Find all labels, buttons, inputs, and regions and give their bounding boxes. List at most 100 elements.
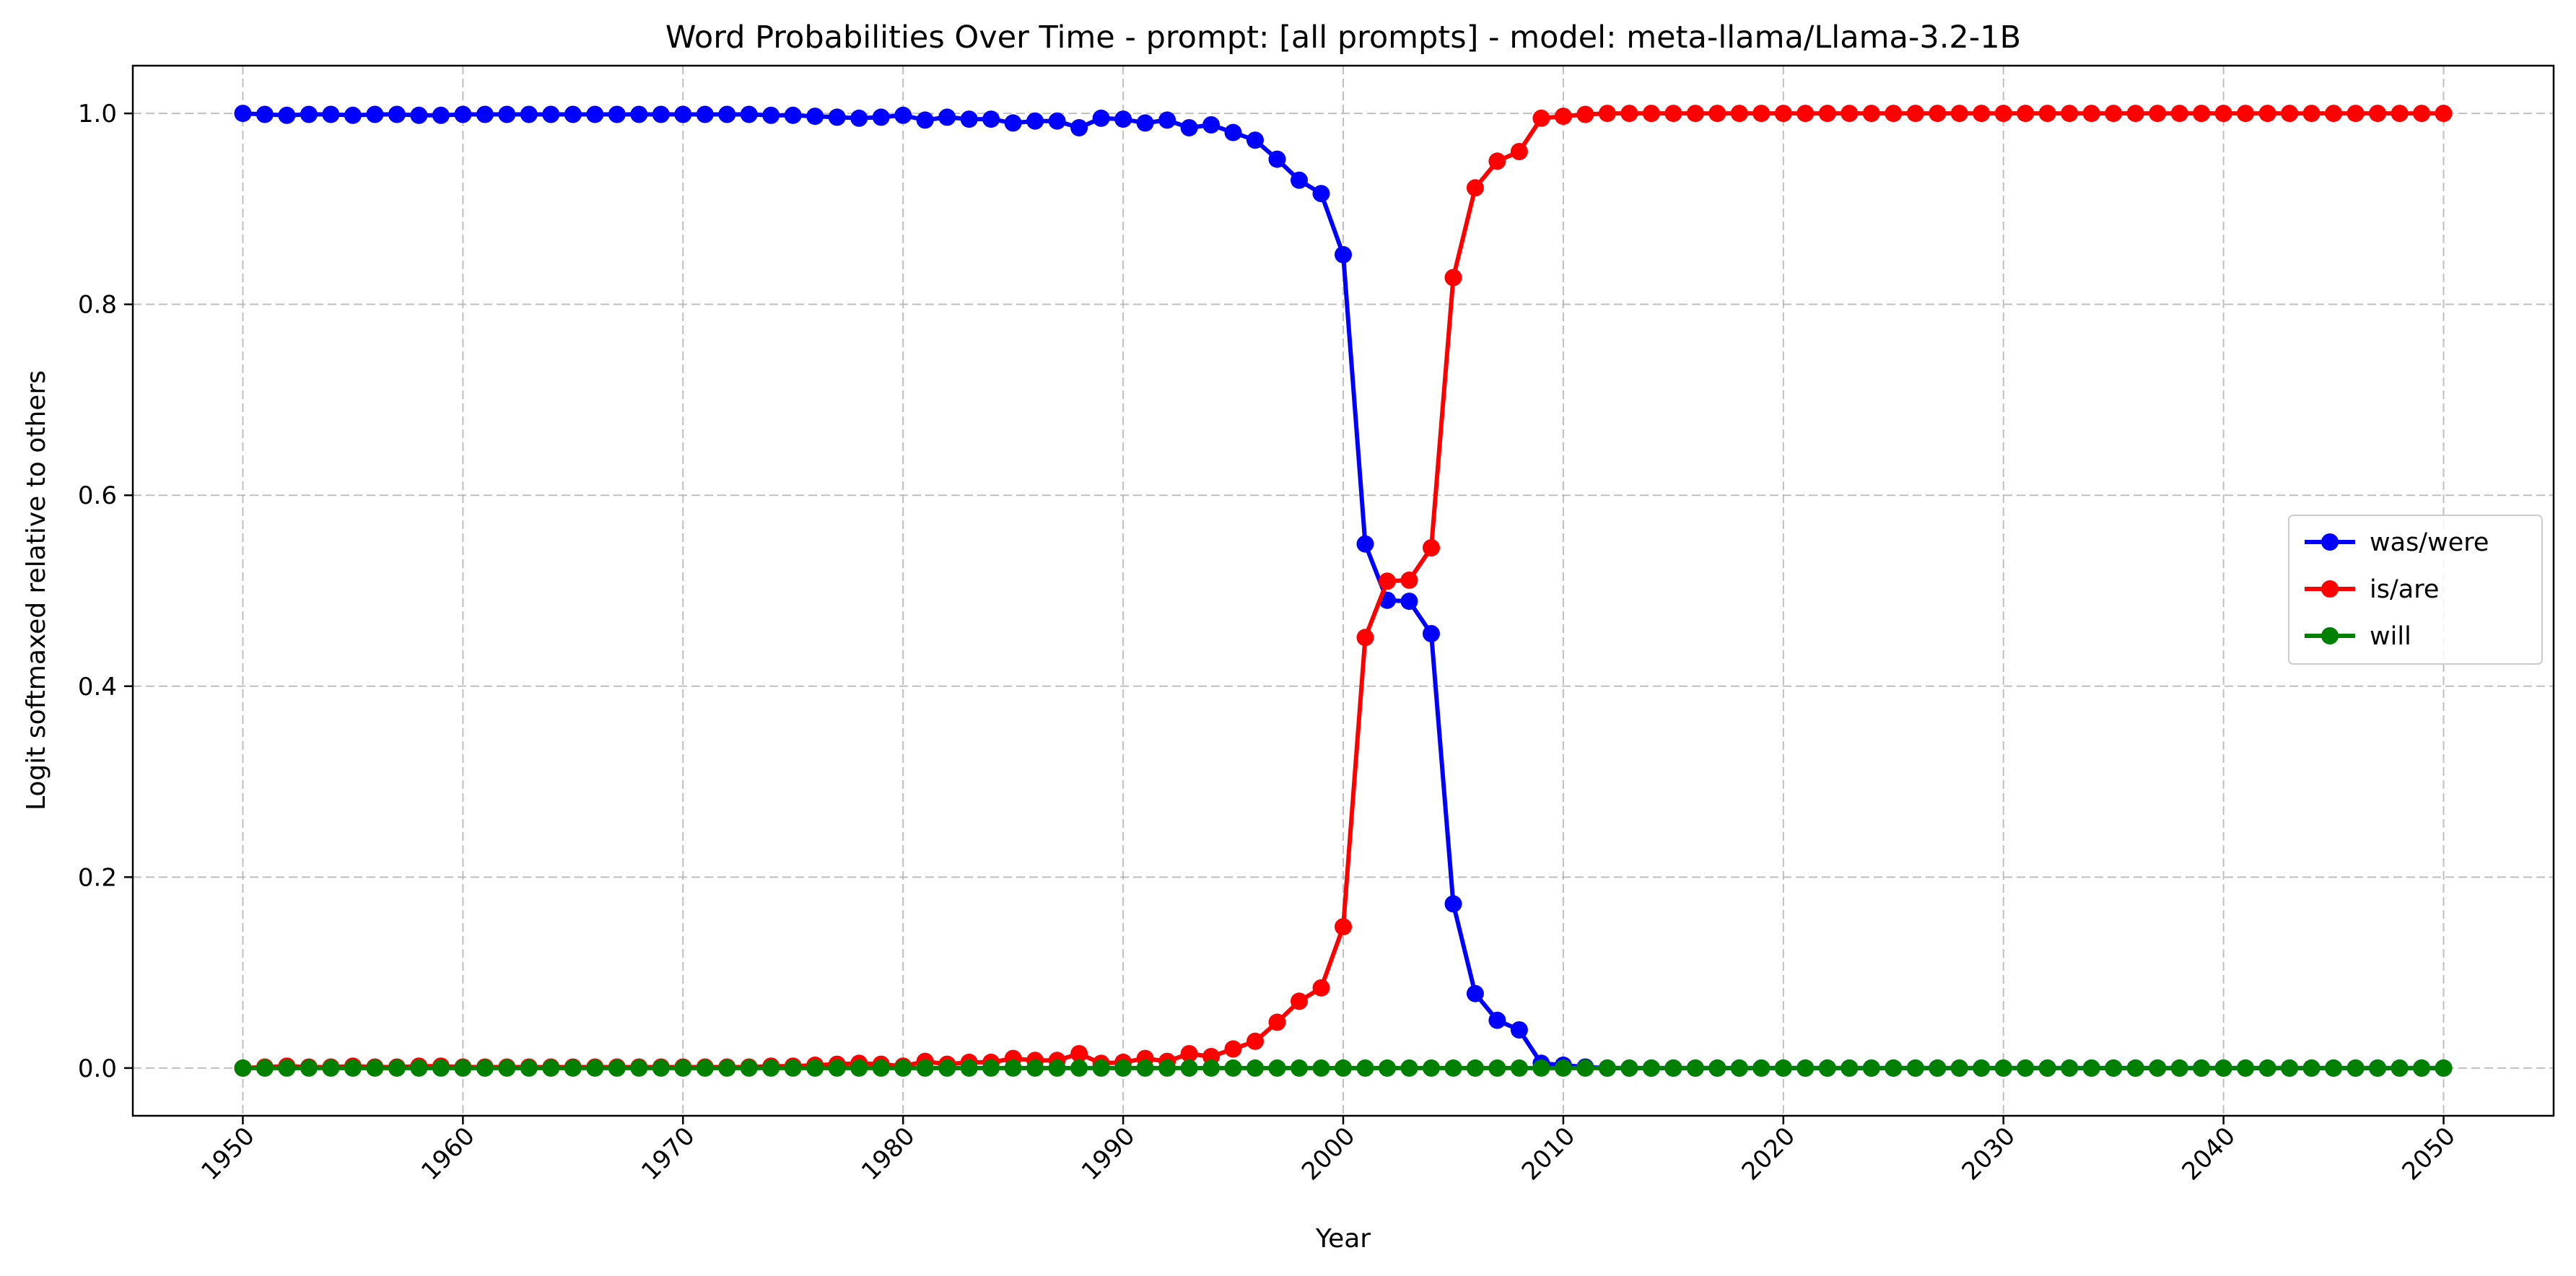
legend-label: will: [2370, 622, 2411, 651]
data-point: [1554, 108, 1572, 126]
data-point: [2170, 1059, 2188, 1077]
data-point: [916, 111, 934, 129]
data-point: [234, 1059, 252, 1077]
data-point: [1664, 105, 1682, 123]
data-point: [960, 1059, 978, 1077]
data-point: [850, 109, 868, 127]
data-point: [454, 105, 472, 123]
data-point: [916, 1059, 934, 1077]
data-point: [1268, 1013, 1286, 1031]
data-point: [828, 1059, 846, 1077]
data-point: [982, 1059, 1000, 1077]
data-point: [2017, 1059, 2035, 1077]
data-point: [894, 1059, 912, 1077]
data-point: [410, 106, 428, 124]
data-point: [1268, 150, 1286, 168]
data-point: [2105, 105, 2123, 123]
data-point: [300, 105, 318, 123]
data-point: [1180, 1045, 1198, 1062]
data-point: [2082, 1059, 2100, 1077]
data-point: [1444, 268, 1462, 287]
data-point: [1466, 1059, 1484, 1077]
data-point: [1598, 1059, 1616, 1077]
data-point: [520, 105, 538, 123]
data-point: [1335, 1059, 1352, 1077]
data-point: [1532, 109, 1550, 127]
data-point: [850, 1059, 868, 1077]
data-point: [1841, 105, 1859, 123]
data-point: [1841, 1059, 1859, 1077]
x-tick-label: 1950: [196, 1122, 260, 1186]
data-point: [1796, 1059, 1815, 1077]
data-point: [1158, 111, 1176, 129]
data-point: [1026, 1059, 1044, 1077]
y-axis: 0.0 0.2 0.4 0.6 0.8 1.0: [78, 100, 133, 1083]
data-point: [1070, 119, 1088, 136]
data-point: [740, 1059, 758, 1077]
data-point: [1906, 105, 1924, 123]
data-point: [1598, 105, 1616, 123]
data-point: [388, 105, 406, 123]
data-point: [2302, 1059, 2320, 1077]
data-point: [674, 105, 692, 123]
data-point: [2082, 105, 2100, 123]
data-point: [1114, 110, 1132, 128]
data-point: [652, 1059, 670, 1077]
data-point: [2038, 1059, 2056, 1077]
data-point: [476, 1059, 494, 1077]
legend-label: is/are: [2370, 575, 2439, 604]
data-point: [542, 105, 560, 123]
data-point: [2325, 1059, 2343, 1077]
data-point: [498, 105, 516, 123]
data-point: [960, 110, 978, 128]
legend-marker: [2321, 533, 2339, 551]
legend-marker: [2321, 580, 2339, 598]
data-point: [1092, 1059, 1110, 1077]
data-point: [1423, 1059, 1440, 1077]
data-point: [1532, 1059, 1550, 1077]
series-will: [234, 1059, 2453, 1077]
data-point: [1026, 112, 1044, 130]
x-tick-label: 1980: [856, 1122, 920, 1186]
legend-box: [2288, 515, 2543, 665]
legend-marker: [2321, 627, 2339, 644]
data-point: [2149, 1059, 2167, 1077]
data-point: [784, 106, 802, 124]
data-point: [1488, 1059, 1506, 1077]
data-point: [344, 106, 362, 124]
data-point: [938, 108, 956, 126]
data-point: [2017, 105, 2035, 123]
data-point: [1202, 116, 1221, 134]
legend-item: will: [2305, 622, 2411, 651]
data-point: [1510, 1021, 1528, 1039]
data-point: [1291, 171, 1308, 189]
data-point: [1488, 152, 1506, 170]
y-tick-label: 0.2: [78, 863, 117, 892]
data-point: [410, 1059, 428, 1077]
y-tick-label: 1.0: [78, 100, 117, 128]
legend-label: was/were: [2370, 528, 2489, 557]
x-axis-label: Year: [1315, 1224, 1371, 1254]
data-point: [2149, 105, 2167, 123]
data-point: [1379, 572, 1396, 590]
data-point: [1291, 1059, 1308, 1077]
data-point: [1356, 629, 1374, 647]
data-point: [762, 1059, 780, 1077]
data-point: [300, 1059, 318, 1077]
data-point: [784, 1059, 802, 1077]
data-point: [1048, 1059, 1066, 1077]
data-point: [564, 1059, 582, 1077]
data-point: [388, 1059, 406, 1077]
data-point: [1929, 105, 1947, 123]
data-point: [1202, 1059, 1221, 1077]
data-point: [1950, 1059, 1968, 1077]
data-point: [1356, 535, 1374, 553]
data-point: [2193, 1059, 2211, 1077]
data-point: [1620, 105, 1638, 123]
legend: was/were is/are will: [2288, 515, 2543, 665]
data-point: [322, 1059, 340, 1077]
legend-item: was/were: [2305, 528, 2489, 557]
x-tick-label: 2040: [2177, 1122, 2241, 1186]
data-point: [2214, 105, 2232, 123]
data-point: [1246, 1059, 1264, 1077]
